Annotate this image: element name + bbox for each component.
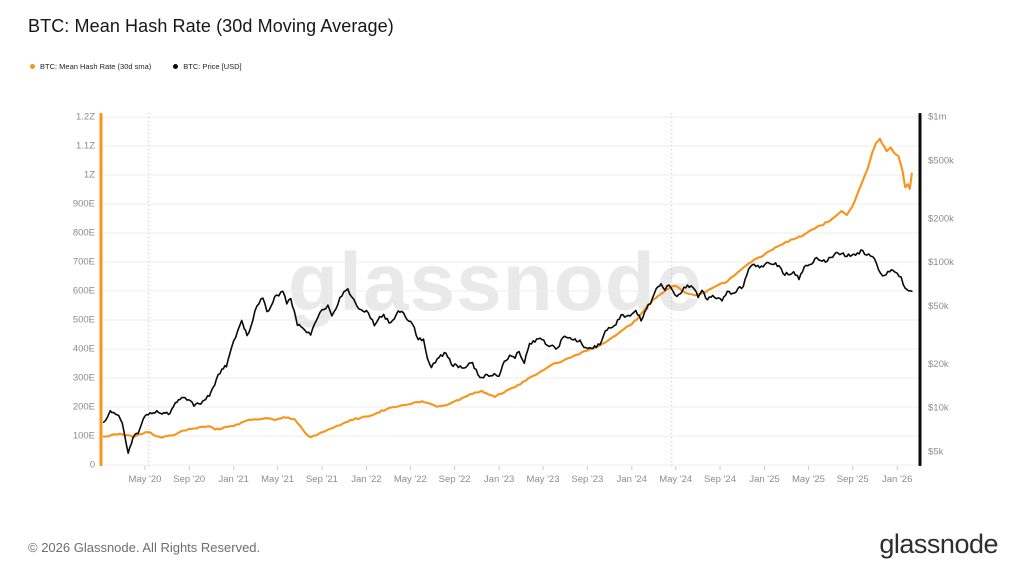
y-right-tick-label: $50k (928, 301, 949, 312)
y-right-tick-label: $500k (928, 155, 954, 166)
page-title: BTC: Mean Hash Rate (30d Moving Average) (28, 16, 394, 36)
copyright-text: © 2026 Glassnode. All Rights Reserved. (28, 540, 261, 555)
y-left-tick-label: 1Z (84, 170, 95, 181)
legend-label: BTC: Mean Hash Rate (30d sma) (40, 62, 152, 71)
y-left-tick-label: 300E (73, 373, 95, 384)
y-left-tick-label: 1.1Z (76, 141, 95, 152)
x-tick-label: Sep '22 (439, 474, 471, 485)
y-left-tick-label: 600E (73, 286, 95, 297)
x-tick-label: May '20 (128, 474, 161, 485)
legend-dot (30, 64, 35, 69)
x-tick-label: Sep '25 (837, 474, 869, 485)
hash-rate-line (102, 137, 913, 439)
y-right-tick-label: $10k (928, 403, 949, 414)
glassnode-logo: glassnode (879, 529, 998, 559)
y-left-tick-label: 400E (73, 344, 95, 355)
y-left-tick-label: 0 (90, 460, 95, 471)
chart-legend: BTC: Mean Hash Rate (30d sma) BTC: Price … (30, 62, 264, 71)
y-left-tick-label: 900E (73, 199, 95, 210)
x-tick-label: May '21 (261, 474, 294, 485)
x-tick-label: Sep '20 (173, 474, 205, 485)
price-line (102, 249, 913, 454)
legend-item-hash-rate[interactable]: BTC: Mean Hash Rate (30d sma) (30, 62, 151, 71)
x-tick-label: May '25 (792, 474, 825, 485)
x-tick-label: Jan '25 (749, 474, 779, 485)
x-tick-label: Sep '24 (704, 474, 736, 485)
legend-dot (173, 64, 179, 69)
y-left-tick-label: 700E (73, 257, 95, 268)
right-axis-bar (918, 113, 922, 466)
x-tick-label: May '22 (394, 474, 427, 485)
x-tick-label: Jan '22 (351, 474, 381, 485)
y-right-tick-label: $1m (928, 112, 947, 123)
left-axis-bar (99, 113, 103, 466)
y-left-tick-label: 500E (73, 315, 95, 326)
legend-label: BTC: Price [USD] (183, 62, 242, 71)
x-tick-label: Sep '23 (571, 474, 603, 485)
x-tick-label: Jan '21 (219, 474, 249, 485)
y-left-tick-label: 800E (73, 228, 95, 239)
y-left-tick-label: 1.2Z (76, 112, 95, 123)
y-right-tick-label: $20k (928, 359, 949, 370)
x-tick-label: May '24 (659, 474, 692, 485)
y-right-tick-label: $200k (928, 213, 954, 224)
x-tick-label: Sep '21 (306, 474, 338, 485)
legend-item-price[interactable]: BTC: Price [USD] (173, 62, 242, 71)
x-tick-label: May '23 (527, 474, 560, 485)
y-right-tick-label: $100k (928, 257, 954, 268)
y-left-tick-label: 100E (73, 431, 95, 442)
x-tick-label: Jan '23 (484, 474, 514, 485)
y-right-tick-label: $5k (928, 446, 944, 457)
x-tick-label: Jan '24 (617, 474, 647, 485)
y-left-tick-label: 200E (73, 402, 95, 413)
x-tick-label: Jan '26 (882, 474, 912, 485)
chart-canvas[interactable]: 0 100E 200E 300E 400E 500E 600E 700E 800E 900E 1Z 1… (0, 0, 1024, 520)
